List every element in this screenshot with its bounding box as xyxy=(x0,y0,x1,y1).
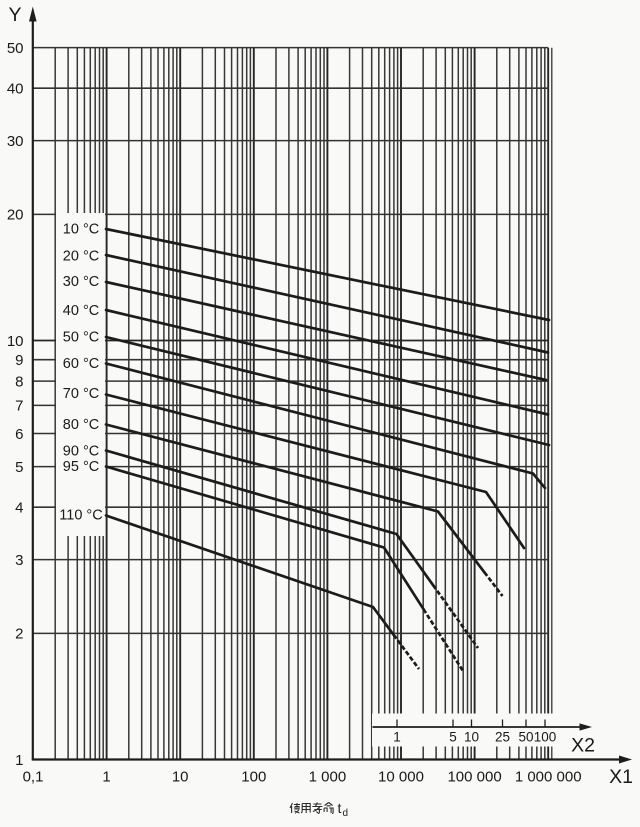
svg-text:1 000: 1 000 xyxy=(309,769,347,786)
svg-text:d: d xyxy=(343,808,349,819)
svg-text:110 °C: 110 °C xyxy=(59,507,102,523)
svg-text:100 000: 100 000 xyxy=(447,769,501,786)
svg-text:20 °C: 20 °C xyxy=(63,248,99,264)
svg-text:6: 6 xyxy=(15,426,23,443)
svg-text:90 °C: 90 °C xyxy=(63,444,99,460)
svg-text:9: 9 xyxy=(15,352,23,369)
svg-text:X2: X2 xyxy=(571,735,595,757)
svg-text:5: 5 xyxy=(449,730,457,745)
svg-text:50: 50 xyxy=(7,40,24,57)
svg-text:1 000 000: 1 000 000 xyxy=(515,769,582,786)
svg-text:t: t xyxy=(338,800,342,816)
svg-text:95 °C: 95 °C xyxy=(63,459,99,475)
svg-text:0,1: 0,1 xyxy=(23,769,44,786)
svg-text:50 °C: 50 °C xyxy=(63,329,99,345)
svg-text:X1: X1 xyxy=(609,766,633,788)
svg-text:3: 3 xyxy=(15,552,23,569)
svg-text:60 °C: 60 °C xyxy=(63,356,99,372)
svg-text:2: 2 xyxy=(15,626,23,643)
svg-text:1: 1 xyxy=(15,752,23,769)
svg-text:25: 25 xyxy=(495,730,510,745)
svg-text:1: 1 xyxy=(102,769,110,786)
svg-text:100: 100 xyxy=(241,769,266,786)
svg-text:80 °C: 80 °C xyxy=(63,417,99,433)
svg-text:10: 10 xyxy=(172,769,189,786)
svg-text:8: 8 xyxy=(15,373,23,390)
svg-text:10: 10 xyxy=(464,730,479,745)
svg-text:40: 40 xyxy=(7,81,24,98)
svg-text:40 °C: 40 °C xyxy=(63,303,99,319)
svg-text:30: 30 xyxy=(7,133,24,150)
svg-text:7: 7 xyxy=(15,398,23,415)
svg-text:4: 4 xyxy=(15,500,23,517)
svg-text:10 000: 10 000 xyxy=(378,769,424,786)
svg-text:100: 100 xyxy=(534,730,557,745)
svg-text:10: 10 xyxy=(7,333,24,350)
svg-text:30 °C: 30 °C xyxy=(63,274,99,290)
svg-text:50: 50 xyxy=(518,730,533,745)
svg-text:20: 20 xyxy=(7,207,24,224)
svg-text:10 °C: 10 °C xyxy=(63,222,99,238)
svg-text:Y: Y xyxy=(8,4,21,26)
svg-text:70 °C: 70 °C xyxy=(63,386,99,402)
svg-text:5: 5 xyxy=(15,459,23,476)
svg-text:1: 1 xyxy=(393,730,401,745)
